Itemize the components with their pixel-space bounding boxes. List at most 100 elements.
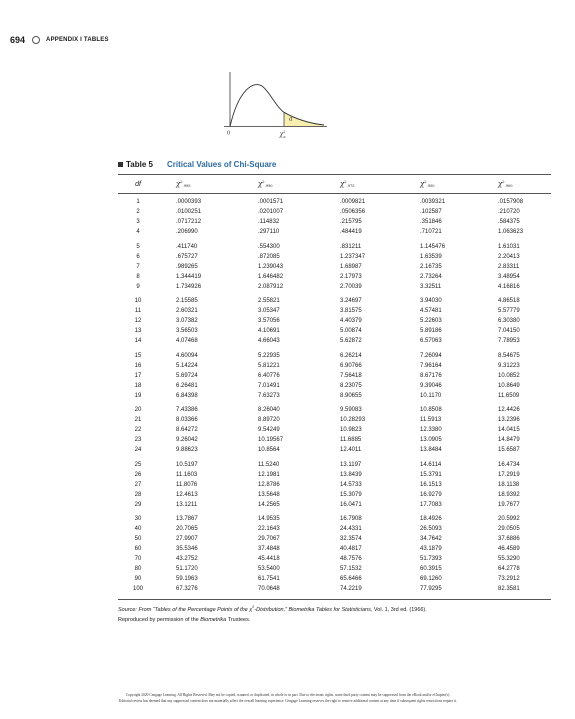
df-cell: 1 — [136, 199, 140, 205]
value-cell: 4.16816 — [498, 283, 520, 290]
value-cell: 3.57056 — [258, 318, 280, 324]
value-cell: 12.4011 — [340, 447, 362, 453]
value-cell: 13.7867 — [176, 516, 198, 522]
value-cell: 2.70039 — [340, 283, 362, 290]
value-cell: .554300 — [258, 243, 280, 250]
value-cell: 1.145476 — [420, 243, 446, 250]
df-cell: 23 — [134, 437, 142, 443]
df-cell: 22 — [134, 427, 142, 433]
value-cell: 11.6509 — [498, 392, 520, 399]
value-cell: 40.4817 — [340, 546, 362, 552]
value-cell: .484419 — [340, 229, 362, 235]
value-cell: 4.07468 — [176, 338, 198, 344]
value-cell: 13.8484 — [420, 447, 442, 453]
value-cell: 51.1720 — [176, 566, 198, 572]
copyright-line-2: Editorial review has deemed that any sup… — [119, 699, 457, 703]
value-cell: .0100251 — [176, 209, 202, 215]
value-cell: 5.22935 — [258, 352, 280, 359]
value-cell: 1.063623 — [498, 229, 524, 235]
value-cell: 14.0415 — [498, 427, 520, 433]
value-cell: 17.7083 — [420, 501, 442, 508]
value-cell: 10.0852 — [498, 372, 520, 379]
value-cell: 55.3290 — [498, 556, 520, 562]
source-line-1: Source: From “Tables of the Percentage P… — [118, 605, 427, 613]
value-cell: 9.88623 — [176, 447, 198, 453]
value-cell: 7.78953 — [498, 338, 520, 344]
value-cell: 1.237347 — [340, 253, 366, 260]
value-cell: 11.5913 — [420, 417, 442, 423]
df-cell: 100 — [132, 586, 143, 592]
row-group: 25 10.5197 11.5240 13.1197 14.6114 16.4734 26 1… — [118, 460, 551, 510]
value-cell: 8.23075 — [340, 382, 362, 389]
value-cell: 22.1643 — [258, 526, 280, 532]
table-row: 30 13.7867 14.9535 16.7908 18.4926 20.5992 — [118, 514, 551, 524]
df-cell: 12 — [134, 318, 142, 324]
value-cell: 3.48954 — [498, 273, 520, 280]
df-cell: 90 — [134, 576, 142, 582]
value-cell: 24.4331 — [340, 526, 362, 532]
df-cell: 29 — [134, 501, 142, 508]
value-cell: 59.1963 — [176, 576, 198, 582]
table-title-text: Critical Values of Chi-Square — [166, 159, 277, 169]
value-cell: .872085 — [258, 253, 280, 260]
table-row: 23 9.26042 10.19567 11.6885 13.0905 14.8479 — [118, 435, 551, 445]
df-cell: 17 — [134, 372, 142, 379]
square-bullet-icon — [118, 161, 123, 167]
value-cell: 67.3276 — [176, 586, 198, 592]
df-cell: 18 — [134, 382, 142, 389]
value-cell: 5.89186 — [420, 328, 442, 334]
table-row: 100 67.3276 70.0648 74.2219 77.9295 82.3581 — [118, 584, 551, 594]
table-row: 18 6.26481 7.01491 8.23075 9.39046 10.8649 — [118, 381, 551, 391]
value-cell: 6.26481 — [176, 382, 198, 389]
value-cell: 8.64272 — [176, 427, 198, 433]
value-cell: .0039321 — [420, 199, 446, 205]
value-cell: 12.4426 — [498, 407, 520, 413]
value-cell: 18.9392 — [498, 491, 520, 498]
value-cell: 14.5733 — [340, 481, 362, 488]
df-cell: 13 — [134, 328, 142, 334]
value-cell: 1.344419 — [176, 273, 202, 280]
df-cell: 10 — [134, 298, 142, 304]
value-cell: 32.3574 — [340, 536, 362, 542]
value-cell: 6.90766 — [340, 362, 362, 369]
table-row: 4 .206990 .297110 .484419 .710721 1.063623 — [118, 227, 551, 237]
value-cell: 16.1513 — [420, 481, 442, 488]
value-cell: 7.63273 — [258, 392, 280, 399]
df-cell: 20 — [134, 407, 142, 413]
value-cell: 37.6886 — [498, 536, 520, 542]
value-cell: 12.4613 — [176, 491, 198, 498]
col-header-995: χ2.995 — [176, 179, 191, 189]
df-cell: 80 — [134, 566, 142, 572]
table-body: 1 .0000393 .0001571 .0009821 .0039321 .015790… — [118, 194, 551, 594]
value-cell: 10.8508 — [420, 407, 442, 413]
value-cell: 7.04150 — [498, 328, 520, 334]
df-cell: 30 — [134, 516, 142, 522]
value-cell: 74.2219 — [340, 586, 362, 592]
section-title: APPENDIX I TABLES — [46, 37, 109, 43]
value-cell: 12.3380 — [420, 427, 442, 433]
tail-area — [284, 112, 324, 127]
value-cell: 3.94030 — [420, 298, 442, 304]
row-group: 15 4.60094 5.22935 6.26214 7.26094 8.54675 16 5… — [118, 351, 551, 401]
df-cell: 21 — [134, 417, 142, 423]
table-row: 5 .411740 .554300 .831211 1.145476 1.61031 — [118, 242, 551, 252]
value-cell: 10.5197 — [176, 461, 198, 468]
col-header-900: χ2.900 — [498, 179, 513, 189]
chi-square-distribution-figure: a 0 χ2 a — [224, 72, 327, 138]
value-cell: 13.8439 — [340, 471, 362, 478]
value-cell: 14.6114 — [420, 461, 442, 468]
value-cell: 6.57063 — [420, 338, 442, 344]
value-cell: 8.26040 — [258, 407, 280, 413]
value-cell: 14.9535 — [258, 516, 280, 522]
value-cell: 10.1170 — [420, 392, 442, 399]
value-cell: 4.66043 — [258, 338, 280, 344]
value-cell: 46.4589 — [498, 546, 520, 552]
table-header: df χ2.995 χ2.990 χ2.975 χ2.950 χ2.900 — [118, 174, 551, 194]
copyright-footer: Copyright 2020 Cengage Learning. All Rig… — [10, 692, 566, 704]
df-cell: 9 — [136, 283, 140, 290]
value-cell: 2.73264 — [420, 273, 442, 280]
table-row: 29 13.1211 14.2565 16.0471 17.7083 19.7677 — [118, 500, 551, 510]
value-cell: .0000393 — [176, 199, 202, 205]
value-cell: 3.07382 — [176, 318, 198, 324]
df-cell: 6 — [136, 253, 140, 260]
